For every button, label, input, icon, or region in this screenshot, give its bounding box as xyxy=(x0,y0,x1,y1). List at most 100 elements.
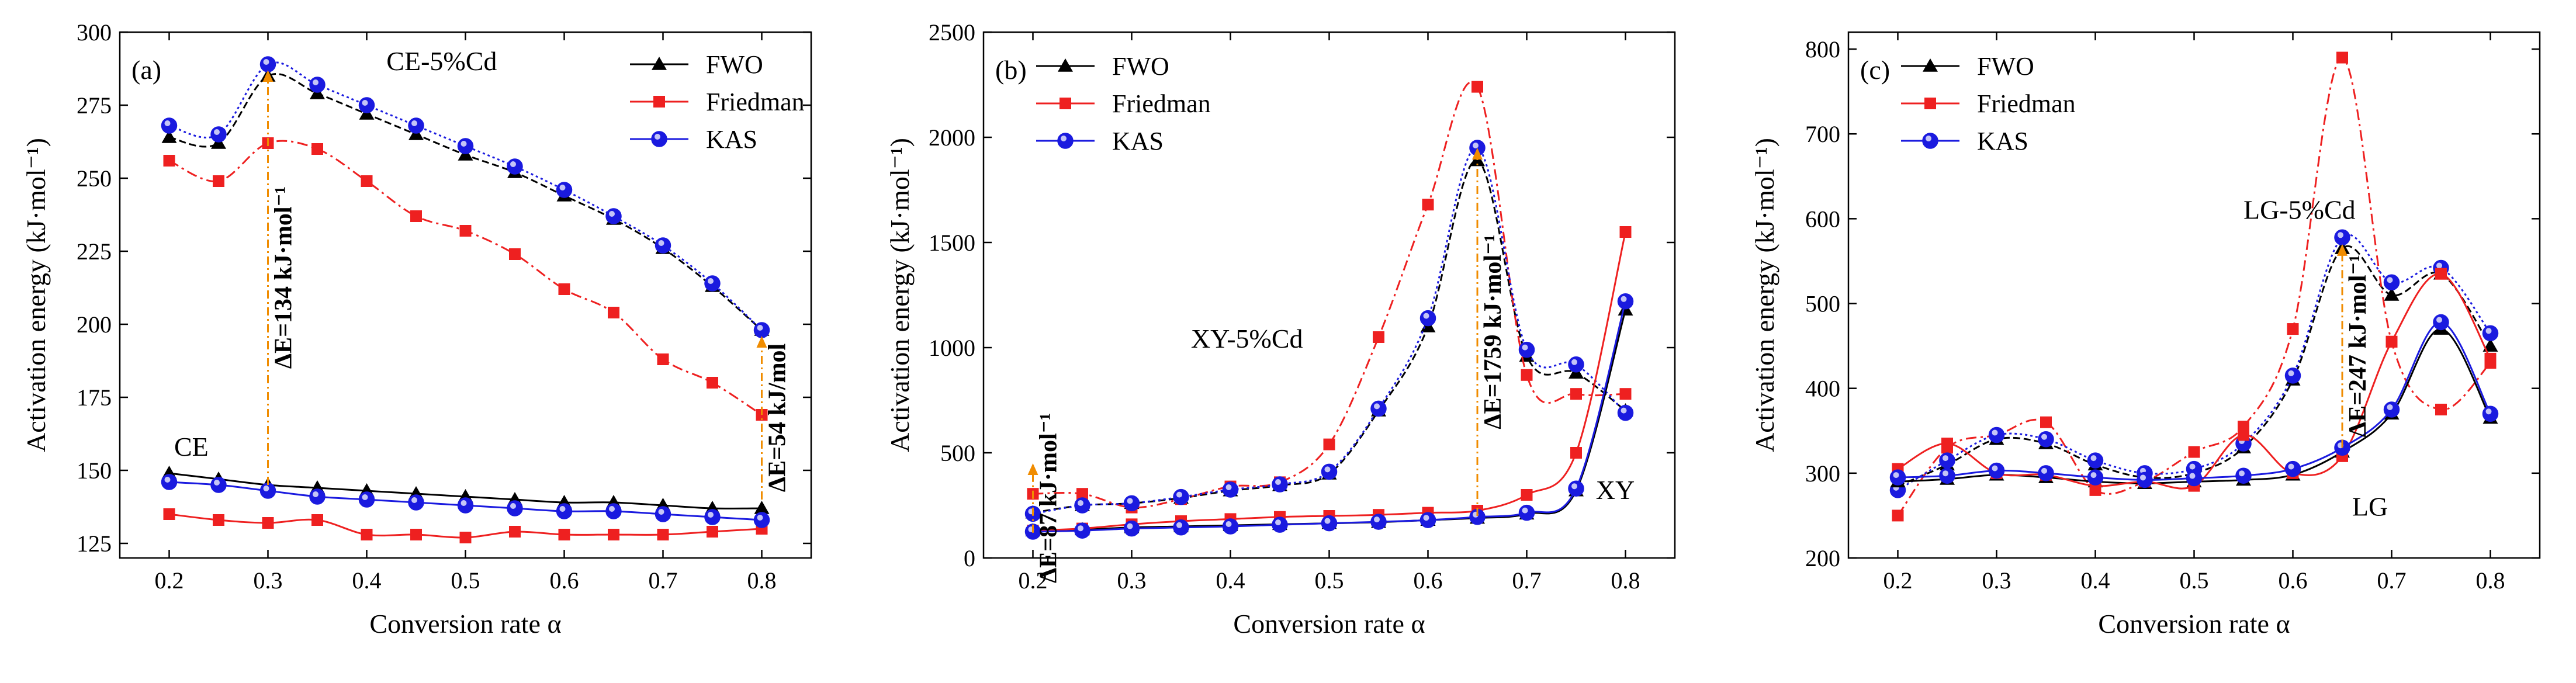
data-point-kas xyxy=(1074,522,1090,539)
data-point-kas xyxy=(1939,452,1955,469)
data-point-friedman xyxy=(361,175,373,187)
data-point-kas xyxy=(1617,293,1634,310)
series-line-friedman-ce-5-cd xyxy=(168,140,763,416)
data-point-kas xyxy=(210,126,227,143)
x-tick-label: 0.6 xyxy=(1414,567,1443,594)
data-point-friedman xyxy=(1422,199,1434,211)
data-point-kas xyxy=(655,506,671,522)
chart-panel-b: 0.2 0.3 0.4 0.5 0.6 0.7 0.8 0 500 1000 1500 2000 250… xyxy=(885,19,1676,639)
series-line-fwo-lg-5-cd xyxy=(1897,245,2491,487)
data-point-kas xyxy=(1321,515,1338,532)
arrow-head-icon xyxy=(2337,244,2348,256)
data-point-friedman xyxy=(1570,388,1582,400)
legend-label: Friedman xyxy=(1112,89,1211,118)
data-point-friedman xyxy=(262,517,274,529)
data-point-kas xyxy=(2334,229,2350,246)
x-axis-label: Conversion rate α xyxy=(2098,609,2290,639)
data-point-friedman xyxy=(558,529,570,540)
data-point-friedman xyxy=(163,508,175,520)
data-point-friedman xyxy=(558,283,570,295)
data-point-kas xyxy=(1889,469,1906,486)
data-point-kas xyxy=(1123,495,1140,512)
legend: FWO Friedman KAS xyxy=(630,50,805,154)
data-point-kas xyxy=(753,322,770,338)
series-line-fwo-ce-5-cd xyxy=(169,73,763,331)
data-point-friedman xyxy=(1521,369,1533,381)
data-point-kas xyxy=(1617,404,1634,421)
data-point-kas xyxy=(1518,504,1535,521)
data-point-friedman xyxy=(657,529,669,540)
data-point-friedman xyxy=(459,532,472,543)
legend-marker-fwo xyxy=(1923,58,1938,72)
y-tick-label: 300 xyxy=(1805,460,1840,487)
x-tick-label: 0.5 xyxy=(2180,567,2209,594)
data-point-kas xyxy=(507,500,523,516)
y-axis-label: Activation energy (kJ·mol⁻¹) xyxy=(1750,138,1779,452)
data-point-kas xyxy=(1988,427,2005,443)
delta-e-label: ΔE=54 kJ/mol xyxy=(764,344,791,492)
legend-label: FWO xyxy=(1112,52,1169,81)
x-tick-label: 0.2 xyxy=(155,567,184,594)
y-tick-label: 275 xyxy=(77,92,112,119)
series-line-fwo-lg xyxy=(1898,328,2491,484)
data-point-kas xyxy=(2482,325,2499,342)
data-point-kas xyxy=(1419,310,1436,327)
legend-marker-kas xyxy=(1922,133,1938,149)
x-tick-label: 0.2 xyxy=(1019,567,1048,594)
x-tick-label: 0.3 xyxy=(1117,567,1147,594)
data-point-kas xyxy=(1518,341,1535,358)
data-point-friedman xyxy=(608,529,619,540)
legend-label: FWO xyxy=(706,50,763,79)
data-point-kas xyxy=(408,117,424,134)
data-point-kas xyxy=(408,494,424,511)
data-point-kas xyxy=(556,182,573,198)
data-point-friedman xyxy=(2385,335,2398,348)
data-point-fwo xyxy=(2384,287,2400,301)
y-tick-label: 1500 xyxy=(929,230,975,256)
group-label: CE-5%Cd xyxy=(386,46,497,76)
data-point-kas xyxy=(2137,471,2153,488)
y-tick-label: 175 xyxy=(77,384,112,411)
data-point-kas xyxy=(2235,467,2252,484)
y-tick-label: 600 xyxy=(1805,206,1840,232)
data-point-friedman xyxy=(410,210,422,222)
data-point-friedman xyxy=(163,155,175,167)
data-point-kas xyxy=(457,497,474,514)
y-tick-label: 300 xyxy=(77,19,112,46)
data-point-friedman xyxy=(707,377,718,389)
x-tick-label: 0.6 xyxy=(2279,567,2308,594)
y-tick-label: 250 xyxy=(77,165,112,192)
data-point-friedman xyxy=(213,175,224,187)
data-point-kas xyxy=(2087,469,2104,486)
series-line-kas-xy-5-cd xyxy=(1033,147,1626,515)
data-point-friedman xyxy=(509,526,521,538)
data-point-friedman xyxy=(459,225,472,237)
y-tick-label: 0 xyxy=(964,545,975,571)
panel-label: (c) xyxy=(1860,55,1890,85)
arrow-head-icon xyxy=(756,336,767,348)
x-axis-label: Conversion rate α xyxy=(369,609,561,639)
y-tick-label: 225 xyxy=(77,238,112,265)
delta-e-label: ΔE=1759 kJ·mol⁻¹ xyxy=(1480,234,1507,429)
data-point-kas xyxy=(1123,520,1140,537)
data-point-kas xyxy=(2433,314,2449,331)
panel-label: (b) xyxy=(995,55,1027,85)
data-point-kas xyxy=(1173,488,1189,505)
data-point-friedman xyxy=(1471,81,1483,93)
data-point-kas xyxy=(210,477,227,493)
series-line-friedman-xy-5-cd xyxy=(1033,81,1626,509)
chart-panel-c: 0.2 0.3 0.4 0.5 0.6 0.7 0.8 200 300 400 500 600 700 8… xyxy=(1750,31,2541,639)
data-point-kas xyxy=(2284,460,2301,477)
data-point-kas xyxy=(2087,452,2104,469)
data-point-friedman xyxy=(361,529,373,540)
legend-label: FWO xyxy=(1977,52,2034,81)
data-point-kas xyxy=(161,117,178,134)
legend-marker-fwo xyxy=(1058,58,1073,72)
data-point-kas xyxy=(309,77,326,93)
legend-label: Friedman xyxy=(706,88,805,116)
data-point-kas xyxy=(1419,512,1436,528)
data-point-friedman xyxy=(2336,51,2348,64)
delta-e-label: ΔE=134 kJ·mol⁻¹ xyxy=(271,186,297,369)
